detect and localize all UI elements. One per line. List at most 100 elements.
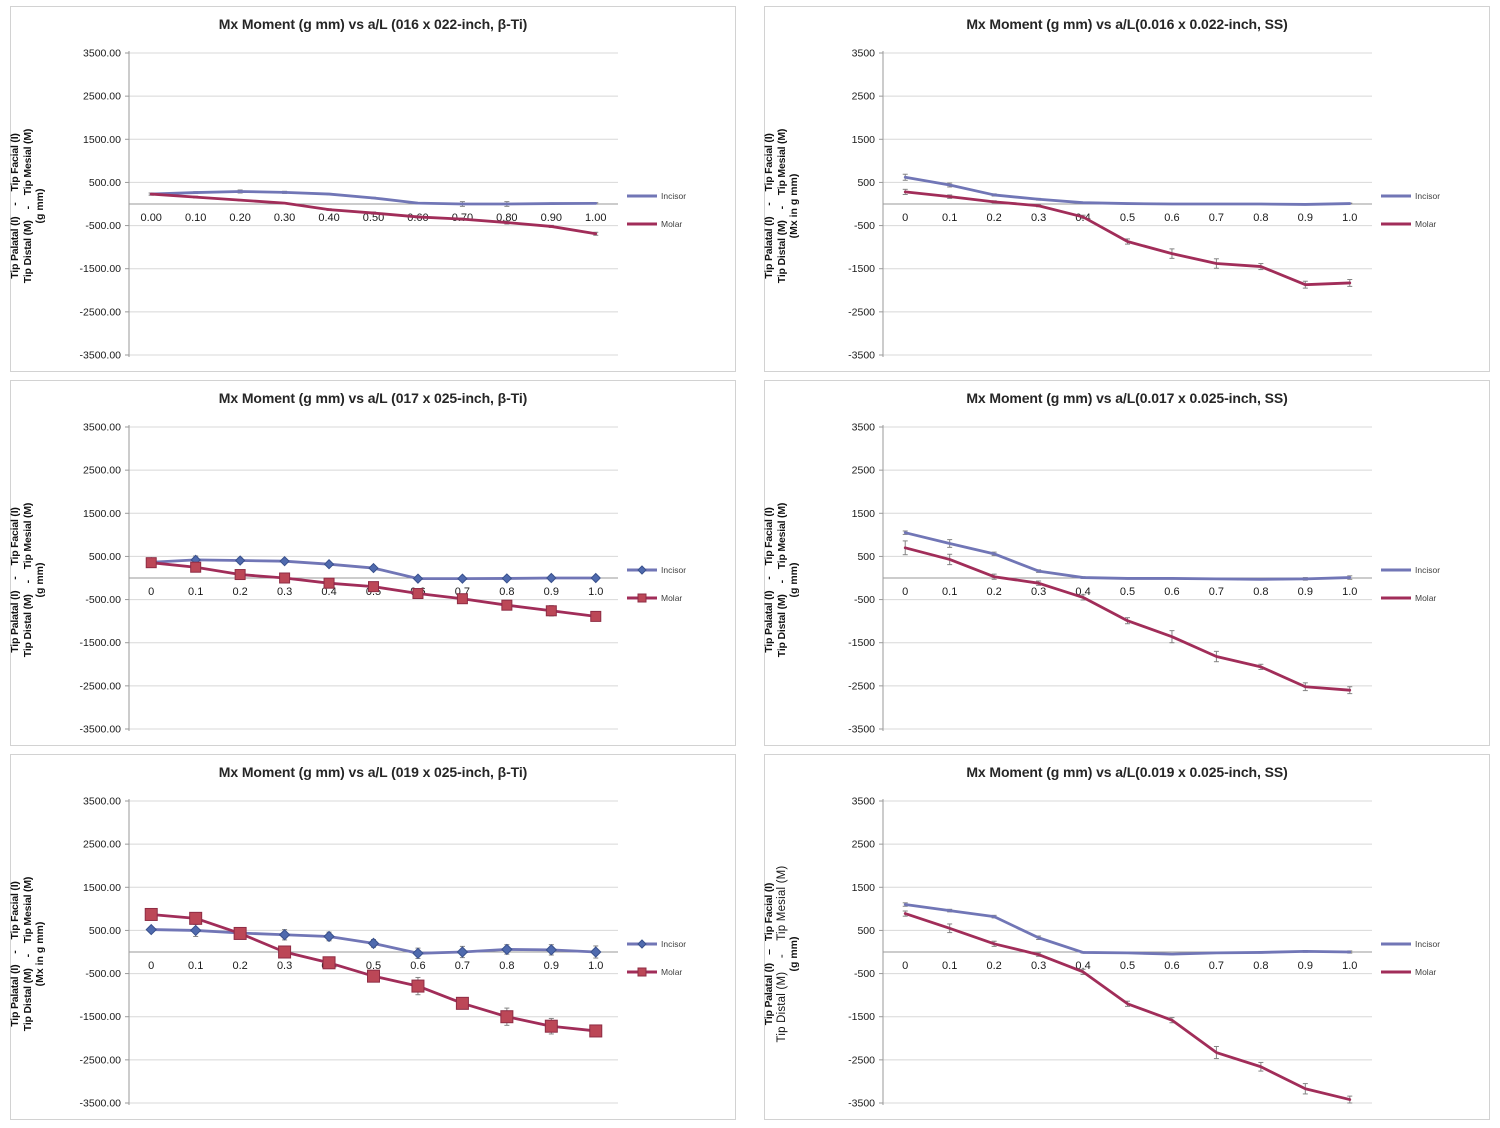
svg-text:0.3: 0.3 [1031,586,1046,598]
chart-panel-017x025-bti: Mx Moment (g mm) vs a/L (017 x 025-inch,… [9,380,736,746]
svg-text:3500.00: 3500.00 [83,422,121,434]
svg-text:1.0: 1.0 [588,586,603,598]
svg-text:1500.00: 1500.00 [83,882,121,894]
svg-text:0.1: 0.1 [942,586,957,598]
svg-text:0.1: 0.1 [188,586,203,598]
svg-text:-3500.00: -3500.00 [80,1098,122,1110]
svg-text:0.3: 0.3 [1031,960,1046,972]
svg-text:0.1: 0.1 [942,212,957,224]
svg-text:1.0: 1.0 [1342,586,1357,598]
svg-text:0.7: 0.7 [1209,960,1224,972]
svg-text:0.7: 0.7 [1209,212,1224,224]
svg-text:0.6: 0.6 [1164,212,1179,224]
svg-text:0.10: 0.10 [185,212,206,224]
y-axis-label-line1: Tip Palatal (I) - Tip Facial (I) [9,507,21,653]
y-axis-label-line1: Tip Palatal (I) – Tip Facial (I) [763,882,775,1026]
plot-area: 3500.00 2500.00 1500.00 500.00 -500.00 -1500.… [80,48,687,362]
chart-title: Mx Moment (g mm) vs a/L (016 x 022-inch,… [218,16,528,32]
svg-text:2500.00: 2500.00 [83,91,121,103]
chart-panel-0016x0022-ss: Mx Moment (g mm) vs a/L(0.016 x 0.022-in… [763,6,1490,372]
svg-text:-3500.00: -3500.00 [80,350,122,362]
svg-text:0: 0 [902,586,908,598]
svg-text:0.20: 0.20 [229,212,250,224]
svg-text:Incisor: Incisor [1415,191,1440,201]
svg-text:-500.00: -500.00 [85,594,121,606]
y-axis-label-line2: Tip Distal (M) - Tip Mesial (M) [775,865,788,1043]
svg-text:0.8: 0.8 [499,960,514,972]
svg-text:0.30: 0.30 [274,212,295,224]
y-axis-label-line2: Tip Distal (M) - Tip Mesial (M) [21,128,34,284]
svg-text:Incisor: Incisor [661,939,686,949]
svg-text:0: 0 [148,586,154,598]
svg-text:-1500.00: -1500.00 [80,637,122,649]
y-axis-label-line1: Tip Palatal (I) - Tip Facial (I) [763,507,775,653]
svg-text:0.1: 0.1 [188,960,203,972]
svg-text:-1500: -1500 [848,263,875,275]
svg-text:0: 0 [148,960,154,972]
svg-text:0.9: 0.9 [1298,586,1313,598]
y-axis-label: Tip Palatal (I) - Tip Facial (I) Tip Dis… [9,430,47,730]
chart-panel-019x025-bti: Mx Moment (g mm) vs a/L (019 x 025-inch,… [9,754,736,1120]
svg-text:-1500.00: -1500.00 [80,263,122,275]
svg-text:3500: 3500 [852,48,876,60]
svg-text:3500: 3500 [852,796,876,808]
plot-area: 3500 2500 1500 500 -500 -1500 -2500 -3500 0 0.1 0.… [848,422,1440,736]
svg-text:0.1: 0.1 [942,960,957,972]
svg-text:0.9: 0.9 [544,960,559,972]
svg-text:0.50: 0.50 [363,212,384,224]
svg-text:1500: 1500 [852,882,876,894]
svg-text:2500.00: 2500.00 [83,465,121,477]
svg-text:3500.00: 3500.00 [83,48,121,60]
y-axis-label-line2: Tip Distal (M) - Tip Mesial (M) [21,502,34,658]
svg-text:0.7: 0.7 [455,960,470,972]
svg-text:Molar: Molar [1415,593,1436,603]
chart-title: Mx Moment (g mm) vs a/L (019 x 025-inch,… [218,764,528,780]
svg-text:0.5: 0.5 [366,960,381,972]
svg-text:0.7: 0.7 [1209,586,1224,598]
svg-text:Incisor: Incisor [1415,939,1440,949]
svg-text:-1500.00: -1500.00 [80,1011,122,1023]
svg-text:-500: -500 [854,968,875,980]
svg-text:1500.00: 1500.00 [83,134,121,146]
svg-text:0.6: 0.6 [410,960,425,972]
svg-text:-2500: -2500 [848,306,875,318]
svg-text:0: 0 [902,212,908,224]
svg-text:Molar: Molar [1415,967,1436,977]
svg-text:0: 0 [902,960,908,972]
svg-text:0.9: 0.9 [544,586,559,598]
svg-text:Molar: Molar [1415,219,1436,229]
svg-text:-1500: -1500 [848,637,875,649]
svg-text:0.2: 0.2 [986,586,1001,598]
svg-text:1.0: 1.0 [1342,960,1357,972]
y-axis-label-line2: Tip Distal (M) - Tip Mesial (M) [775,502,788,658]
y-axis-label: Tip Palatal (I) – Tip Facial (I) Tip Dis… [763,804,801,1104]
y-axis-label: Tip Palatal (I) - Tip Facial (I) Tip Dis… [763,56,801,356]
svg-text:0.8: 0.8 [1253,586,1268,598]
y-axis-label: Tip Palatal (I) - Tip Facial (I) Tip Dis… [9,56,47,356]
y-axis-label: Tip Palatal (I) - Tip Facial (I) Tip Dis… [9,804,47,1104]
plot-area: 3500.00 2500.00 1500.00 500.00 -500.00 -1500.… [80,422,687,736]
chart-panel-0017x0025-ss: Mx Moment (g mm) vs a/L(0.017 x 0.025-in… [763,380,1490,746]
svg-text:-2500.00: -2500.00 [80,680,122,692]
svg-text:0.8: 0.8 [1253,212,1268,224]
svg-text:0.8: 0.8 [499,586,514,598]
svg-text:-2500: -2500 [848,680,875,692]
svg-text:Incisor: Incisor [661,565,686,575]
y-axis-label-line1: Tip Palatal (I) - Tip Facial (I) [9,881,21,1027]
y-axis-label-line1: Tip Palatal (I) - Tip Facial (I) [9,133,21,279]
svg-text:1.0: 1.0 [588,960,603,972]
svg-text:0.00: 0.00 [141,212,162,224]
svg-text:-500: -500 [854,220,875,232]
chart-panel-016x022-bti: Mx Moment (g mm) vs a/L (016 x 022-inch,… [9,6,736,372]
svg-text:-2500.00: -2500.00 [80,306,122,318]
svg-text:500.00: 500.00 [89,551,121,563]
svg-text:1500.00: 1500.00 [83,508,121,520]
plot-area: 3500 2500 1500 500 -500 -1500 -2500 -3500 0 0.1 0.… [848,796,1440,1110]
svg-text:3500.00: 3500.00 [83,796,121,808]
svg-text:0.2: 0.2 [986,212,1001,224]
svg-text:0.6: 0.6 [1164,586,1179,598]
svg-text:-500.00: -500.00 [85,968,121,980]
svg-text:-1500: -1500 [848,1011,875,1023]
svg-text:2500: 2500 [852,91,876,103]
